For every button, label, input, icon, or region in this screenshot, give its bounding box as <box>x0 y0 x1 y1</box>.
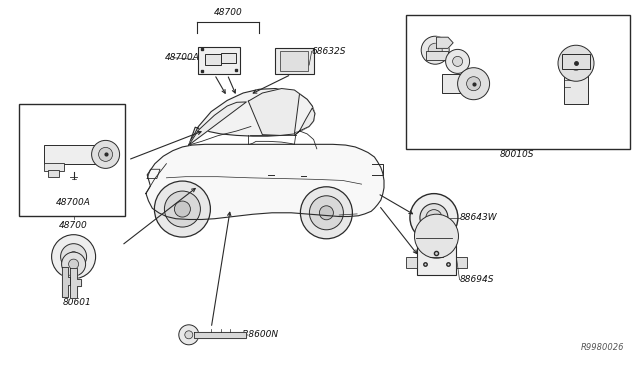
Circle shape <box>154 181 211 237</box>
Text: 48700: 48700 <box>214 8 243 17</box>
Circle shape <box>99 147 113 161</box>
Circle shape <box>452 57 463 66</box>
Circle shape <box>68 252 79 262</box>
Circle shape <box>415 214 458 258</box>
Circle shape <box>319 206 333 220</box>
Circle shape <box>92 140 120 169</box>
Bar <box>406 257 417 268</box>
Circle shape <box>179 325 199 345</box>
Text: 48700A: 48700A <box>165 53 200 62</box>
Circle shape <box>309 196 344 230</box>
Bar <box>221 53 236 63</box>
Bar <box>417 236 456 275</box>
Circle shape <box>467 77 481 91</box>
Polygon shape <box>146 144 384 219</box>
Circle shape <box>185 331 193 339</box>
Bar <box>562 54 590 69</box>
Polygon shape <box>70 268 81 298</box>
Text: 88643W: 88643W <box>460 213 497 222</box>
Text: 48700: 48700 <box>60 221 88 230</box>
Text: -B8600N: -B8600N <box>240 330 279 339</box>
Text: 80010S: 80010S <box>500 150 534 159</box>
Polygon shape <box>436 37 453 48</box>
Bar <box>44 163 64 171</box>
Circle shape <box>300 187 353 239</box>
Circle shape <box>164 191 200 227</box>
Circle shape <box>558 45 594 81</box>
Bar <box>280 51 308 71</box>
Text: 80601: 80601 <box>63 298 91 307</box>
Text: 48700A: 48700A <box>56 198 91 207</box>
Text: R9980026: R9980026 <box>580 343 624 352</box>
Bar <box>19 104 125 216</box>
Polygon shape <box>294 108 315 135</box>
Circle shape <box>52 235 95 279</box>
Circle shape <box>458 68 490 100</box>
Bar <box>205 54 221 65</box>
Polygon shape <box>189 89 315 145</box>
Circle shape <box>174 201 191 217</box>
Bar <box>456 257 467 268</box>
Bar <box>564 63 588 104</box>
Circle shape <box>68 259 79 269</box>
Circle shape <box>410 193 458 242</box>
Bar <box>48 170 59 177</box>
Circle shape <box>421 36 449 64</box>
Circle shape <box>420 203 448 232</box>
Bar <box>275 48 314 74</box>
Circle shape <box>61 244 86 270</box>
Polygon shape <box>248 89 300 135</box>
Circle shape <box>61 252 86 276</box>
Text: 68632S: 68632S <box>312 47 346 56</box>
Circle shape <box>428 43 442 57</box>
Circle shape <box>569 56 583 70</box>
Polygon shape <box>189 102 246 145</box>
Polygon shape <box>62 267 70 297</box>
Circle shape <box>426 209 442 226</box>
Text: 88694S: 88694S <box>460 275 494 284</box>
Bar <box>442 74 474 93</box>
Bar <box>426 51 448 60</box>
Bar <box>44 145 106 164</box>
Bar <box>198 46 240 74</box>
Circle shape <box>445 49 470 73</box>
Polygon shape <box>194 332 246 338</box>
Bar <box>406 15 630 149</box>
